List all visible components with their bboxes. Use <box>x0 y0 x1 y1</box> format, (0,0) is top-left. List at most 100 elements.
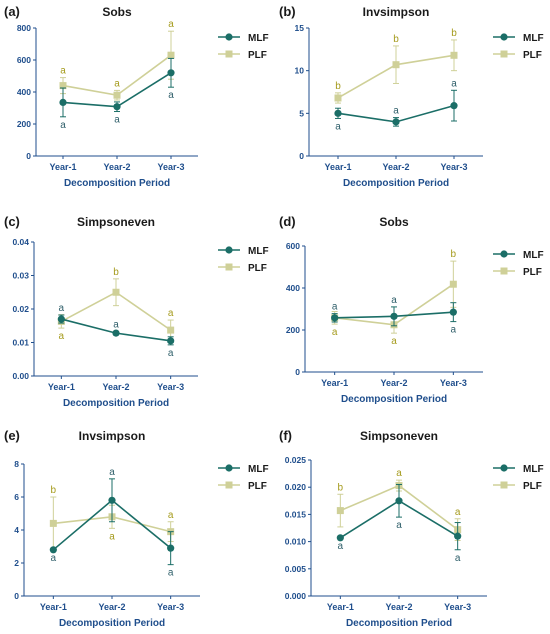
y-tick-label: 2 <box>14 558 19 568</box>
y-tick-label: 0.010 <box>285 537 307 547</box>
significance-letter: a <box>168 348 174 359</box>
x-axis-label: Decomposition Period <box>341 394 447 405</box>
significance-letter: a <box>168 568 174 579</box>
legend-marker <box>500 267 508 275</box>
y-tick-label: 4 <box>14 525 19 535</box>
y-tick-label: 0.03 <box>12 271 29 281</box>
significance-letter: a <box>168 510 174 521</box>
data-point <box>336 507 344 515</box>
legend: MLF PLF <box>218 33 269 61</box>
panel-label: (b) <box>279 4 296 19</box>
y-tick-label: 600 <box>17 55 31 65</box>
panel-label: (f) <box>279 428 292 443</box>
x-axis-label: Decomposition Period <box>59 618 165 629</box>
significance-letter: a <box>113 319 119 330</box>
x-tick-label: Year-1 <box>49 162 76 172</box>
x-tick-label: Year-1 <box>40 602 67 612</box>
panel-label: (a) <box>4 4 20 19</box>
y-tick-label: 15 <box>295 23 305 33</box>
legend-label: PLF <box>248 50 267 61</box>
data-point <box>395 497 403 505</box>
legend-marker <box>500 250 508 258</box>
legend-marker <box>225 246 233 254</box>
data-point <box>449 308 457 316</box>
legend-label: MLF <box>523 464 544 475</box>
x-tick-label: Year-2 <box>385 602 412 612</box>
significance-letter: a <box>391 336 397 347</box>
significance-letter: a <box>59 331 65 342</box>
significance-letter: a <box>109 467 115 478</box>
series-mlf: a a a <box>57 303 175 359</box>
x-tick-label: Year-1 <box>48 382 75 392</box>
significance-letter: a <box>332 327 338 338</box>
x-tick-label: Year-3 <box>440 162 467 172</box>
y-tick-label: 5 <box>299 108 304 118</box>
significance-letter: a <box>338 541 344 552</box>
x-tick-label: Year-1 <box>324 162 351 172</box>
series-mlf: a a a <box>334 78 458 132</box>
y-tick-label: 0.025 <box>285 455 307 465</box>
chart-panel: (b) Invsimpson 0 5 10 15 Year-1 Year-2 Year-3 Dec… <box>279 4 544 189</box>
legend-label: PLF <box>248 263 267 274</box>
legend-marker <box>500 50 508 58</box>
significance-letter: a <box>393 106 399 117</box>
x-tick-label: Year-3 <box>157 382 184 392</box>
significance-letter: b <box>451 28 457 39</box>
significance-letter: b <box>113 267 119 278</box>
legend-marker <box>500 464 508 472</box>
data-point <box>454 532 462 540</box>
data-point <box>57 315 65 323</box>
x-tick-label: Year-3 <box>440 378 467 388</box>
x-tick-label: Year-3 <box>444 602 471 612</box>
data-point <box>49 546 57 554</box>
significance-letter: a <box>59 303 65 314</box>
significance-letter: a <box>60 120 66 131</box>
x-axis-label: Decomposition Period <box>343 178 449 189</box>
series-plf: b b b <box>334 28 458 104</box>
y-tick-label: 0 <box>295 367 300 377</box>
legend-marker <box>225 50 233 58</box>
y-tick-label: 400 <box>17 87 31 97</box>
data-point <box>113 91 121 99</box>
significance-letter: a <box>335 121 341 132</box>
significance-letter: a <box>396 468 402 479</box>
data-point <box>331 314 339 322</box>
y-tick-label: 0.015 <box>285 509 307 519</box>
series-mlf: a a a <box>331 295 457 336</box>
data-point <box>167 69 175 77</box>
data-point <box>449 280 457 288</box>
data-point <box>49 519 57 527</box>
x-axis-label: Decomposition Period <box>63 398 169 409</box>
series-mlf: a a a <box>59 57 175 131</box>
legend: MLF PLF <box>493 250 544 278</box>
series-mlf: a a a <box>336 483 462 564</box>
data-point <box>167 51 175 59</box>
significance-letter: a <box>396 520 402 531</box>
chart-panel: (a) Sobs 0 200 400 600 800 Year-1 Year-2 Year-3 De… <box>4 4 269 189</box>
legend-marker <box>500 33 508 41</box>
significance-letter: b <box>338 482 344 493</box>
data-point <box>112 288 120 296</box>
chart-title: Invsimpson <box>79 429 146 443</box>
y-tick-label: 0.02 <box>12 304 29 314</box>
significance-letter: a <box>391 295 397 306</box>
y-tick-label: 0.000 <box>285 591 307 601</box>
y-tick-label: 200 <box>286 325 300 335</box>
data-point <box>336 534 344 542</box>
legend-marker <box>225 464 233 472</box>
x-tick-label: Year-2 <box>98 602 125 612</box>
data-point <box>59 82 67 90</box>
y-tick-label: 0 <box>14 591 19 601</box>
y-tick-label: 8 <box>14 459 19 469</box>
significance-letter: a <box>51 553 57 564</box>
legend-label: PLF <box>248 481 267 492</box>
legend-marker <box>225 481 233 489</box>
data-point <box>392 118 400 126</box>
legend-label: PLF <box>523 50 542 61</box>
legend-label: MLF <box>248 464 269 475</box>
legend: MLF PLF <box>218 464 269 492</box>
y-tick-label: 0.020 <box>285 482 307 492</box>
data-point <box>167 544 175 552</box>
significance-letter: b <box>335 81 341 92</box>
